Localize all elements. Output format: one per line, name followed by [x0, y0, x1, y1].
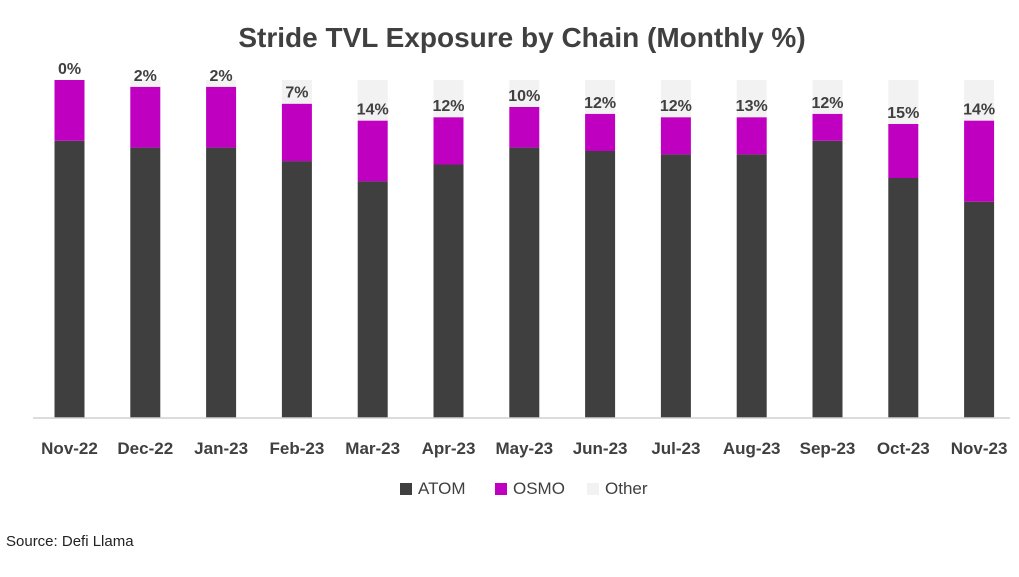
x-tick-label: Apr-23 — [422, 439, 476, 458]
bar-osmo-apr-23 — [433, 117, 464, 165]
bar-atom-apr-23 — [433, 164, 464, 418]
data-label-jan-23: 2% — [210, 68, 233, 85]
x-tick-label: Aug-23 — [723, 439, 781, 458]
data-label-oct-23: 15% — [887, 105, 919, 122]
data-label-nov-23: 14% — [963, 102, 995, 119]
x-tick-label: Jul-23 — [651, 439, 700, 458]
data-labels-group: 0% 2% 2% 7% 14% 12% 10% 12% 12% 13% 12% 15% 14% — [58, 61, 995, 122]
bar-osmo-jan-23 — [206, 86, 237, 148]
bar-other-nov-23 — [964, 80, 995, 121]
x-axis-ticks: Nov-22 Dec-22 Jan-23 Feb-23 Mar-23 Apr-23 May-… — [41, 439, 1007, 458]
x-tick-label: Feb-23 — [270, 439, 325, 458]
bar-atom-jan-23 — [206, 147, 237, 418]
source-caption: Source: Defi Llama — [6, 533, 134, 550]
x-tick-label: Mar-23 — [345, 439, 400, 458]
bar-other-jul-23 — [660, 80, 691, 118]
data-label-jul-23: 12% — [660, 98, 692, 115]
legend-swatch-other — [587, 483, 599, 495]
bar-atom-mar-23 — [357, 181, 388, 418]
x-tick-label: Jan-23 — [194, 439, 248, 458]
bars-group — [54, 80, 995, 419]
bar-other-oct-23 — [888, 80, 919, 124]
bar-other-dec-22 — [130, 80, 161, 87]
data-label-sep-23: 12% — [811, 95, 843, 112]
legend-swatch-osmo — [495, 483, 507, 495]
legend-swatch-atom — [400, 483, 412, 495]
bar-atom-aug-23 — [736, 154, 767, 418]
x-tick-label: Nov-23 — [951, 439, 1008, 458]
x-tick-label: Jun-23 — [573, 439, 628, 458]
bar-other-may-23 — [509, 80, 540, 107]
x-tick-label: Nov-22 — [41, 439, 98, 458]
data-label-jun-23: 12% — [584, 95, 616, 112]
legend-label-other: Other — [605, 479, 648, 498]
bar-other-apr-23 — [433, 80, 464, 118]
bar-other-aug-23 — [736, 80, 767, 118]
legend-label-atom: ATOM — [418, 479, 466, 498]
bar-osmo-dec-22 — [130, 86, 161, 148]
bar-atom-dec-22 — [130, 147, 161, 418]
data-label-aug-23: 13% — [736, 98, 768, 115]
bar-other-jan-23 — [206, 80, 237, 87]
bar-osmo-oct-23 — [888, 123, 919, 178]
x-tick-label: Oct-23 — [877, 439, 930, 458]
legend-label-osmo: OSMO — [513, 479, 565, 498]
bar-osmo-nov-22 — [54, 80, 85, 141]
data-label-feb-23: 7% — [285, 85, 308, 102]
bar-atom-sep-23 — [812, 140, 843, 419]
bar-other-mar-23 — [357, 80, 388, 121]
chart-title: Stride TVL Exposure by Chain (Monthly %) — [238, 22, 805, 53]
data-label-dec-22: 2% — [134, 68, 157, 85]
data-label-apr-23: 12% — [432, 98, 464, 115]
bar-atom-jun-23 — [585, 151, 616, 418]
bar-osmo-sep-23 — [812, 113, 843, 141]
x-tick-label: Dec-22 — [117, 439, 173, 458]
data-label-nov-22: 0% — [58, 61, 81, 78]
bar-osmo-mar-23 — [357, 120, 388, 182]
x-tick-label: Sep-23 — [800, 439, 856, 458]
bar-atom-feb-23 — [281, 161, 312, 418]
bar-osmo-may-23 — [509, 107, 540, 148]
bar-other-feb-23 — [281, 80, 312, 104]
bar-atom-nov-22 — [54, 140, 85, 419]
bar-osmo-nov-23 — [964, 120, 995, 202]
legend: ATOM OSMO Other — [400, 479, 648, 498]
bar-osmo-feb-23 — [281, 103, 312, 162]
bar-atom-may-23 — [509, 147, 540, 418]
x-tick-label: May-23 — [495, 439, 553, 458]
data-label-may-23: 10% — [508, 88, 540, 105]
bar-osmo-jul-23 — [660, 117, 691, 155]
bar-atom-jul-23 — [660, 154, 691, 418]
bar-atom-oct-23 — [888, 178, 919, 418]
bar-other-jun-23 — [585, 80, 616, 114]
bar-osmo-jun-23 — [585, 113, 616, 151]
bar-atom-nov-23 — [964, 201, 995, 418]
bar-osmo-aug-23 — [736, 117, 767, 155]
bar-other-sep-23 — [812, 80, 843, 114]
data-label-mar-23: 14% — [357, 102, 389, 119]
